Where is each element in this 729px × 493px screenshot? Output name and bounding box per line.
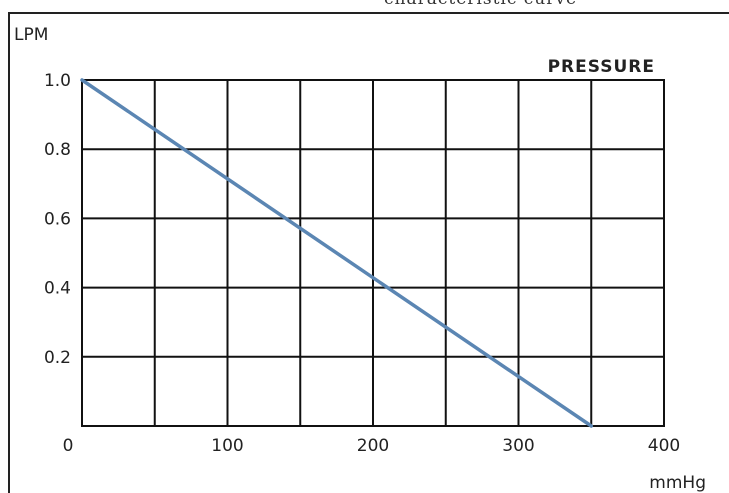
series-line-pressure: [80, 78, 594, 428]
x-tick-label: 400: [648, 436, 680, 456]
y-tick-label: 1.0: [44, 71, 71, 91]
series-label-pressure: PRESSURE: [548, 57, 655, 77]
y-tick-label: 0.2: [44, 348, 71, 368]
y-axis-unit: LPM: [14, 25, 48, 45]
y-tick-label: 0.6: [44, 209, 71, 229]
y-tick-label: 0.8: [44, 140, 71, 160]
x-tick-label: 200: [357, 436, 389, 456]
chart-grid: [82, 80, 664, 426]
chart-title-fragment: characteristic curve: [384, 0, 577, 9]
chart-frame-top: [8, 12, 729, 14]
x-axis-ticks: 0 100 200 300 400: [63, 436, 681, 456]
x-tick-label: 300: [502, 436, 534, 456]
x-tick-label: 0: [63, 436, 74, 456]
y-axis-ticks: 0.2 0.4 0.6 0.8 1.0: [44, 71, 71, 368]
plot-border: [81, 79, 665, 427]
y-tick-label: 0.4: [44, 279, 71, 299]
series-layer: [80, 78, 594, 428]
plot-area-border: [81, 79, 665, 427]
chart-frame-left: [8, 12, 10, 493]
x-axis-unit: mmHg: [649, 473, 706, 493]
x-tick-label: 100: [211, 436, 243, 456]
